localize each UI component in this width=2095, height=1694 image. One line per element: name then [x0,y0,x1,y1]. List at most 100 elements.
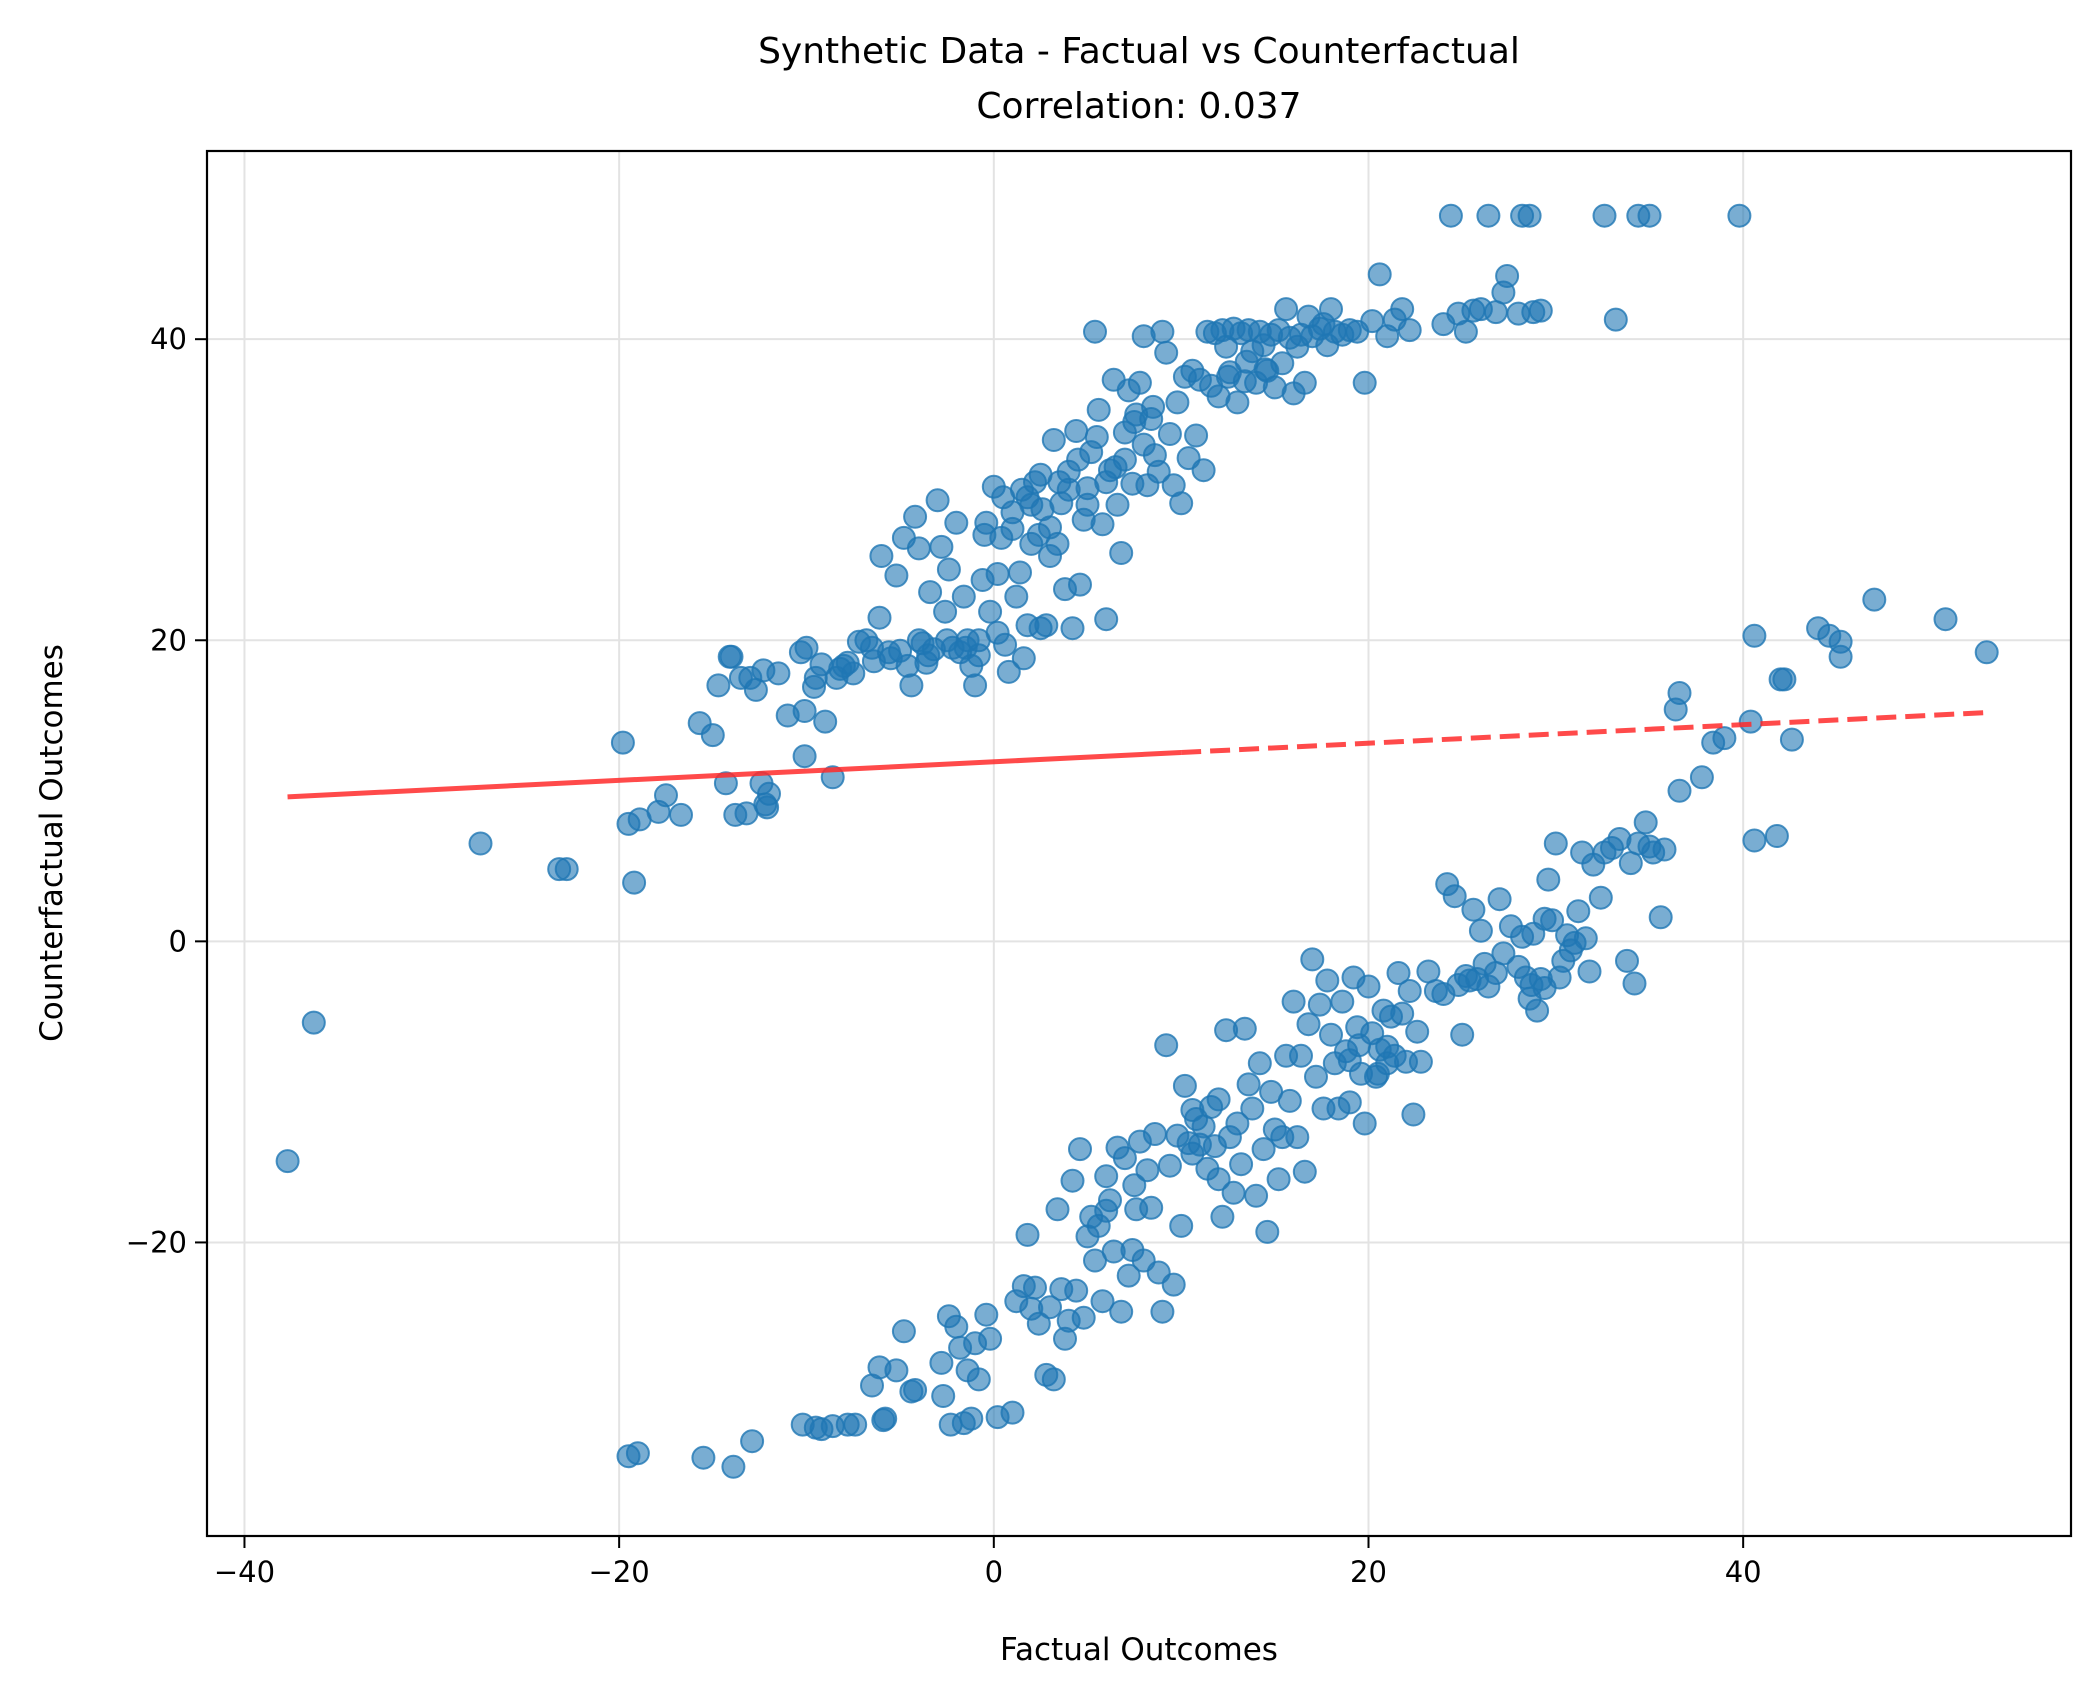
data-point [966,1367,991,1392]
data-point [1468,918,1493,943]
data-point [1457,968,1482,993]
data-point [1296,1012,1321,1037]
data-point [906,536,931,561]
data-point [719,644,744,669]
data-point [1240,1096,1265,1121]
data-point [1386,961,1411,985]
data-point [978,1326,1003,1351]
data-point [700,723,725,748]
data-point [1615,948,1639,973]
x-tick-label: −40 [214,1555,275,1589]
data-point [1491,941,1516,966]
data-point [1289,1043,1313,1068]
data-point [1592,203,1617,228]
x-tick-label: 40 [1725,1555,1762,1589]
data-point [1090,1289,1115,1314]
data-point [1390,1001,1415,1026]
data-point [1525,998,1550,1023]
y-tick-label: 20 [150,623,187,657]
data-point [275,1149,300,1174]
data-point [1933,607,1958,632]
data-point [835,650,860,675]
data-point [1154,1033,1179,1058]
data-point [929,1350,954,1375]
data-point [1667,681,1692,705]
data-point [1066,447,1091,472]
data-point [1540,908,1565,933]
data-point [1315,968,1340,993]
data-point [1772,667,1797,692]
data-point [1038,1295,1062,1320]
data-point [1083,319,1107,344]
data-point [1165,390,1190,415]
data-point [1742,623,1767,648]
data-point [1738,709,1763,734]
data-point [1075,492,1100,517]
data-point [1180,1098,1205,1122]
data-point [1146,459,1171,484]
data-point [1225,1111,1250,1136]
data-point [1266,1167,1291,1192]
data-point [757,781,781,806]
data-point [1251,1137,1276,1162]
data-point [951,584,976,609]
data-point [1281,989,1306,1014]
chart-title: Synthetic Data - Factual vs Counterfactu… [758,31,1520,72]
data-point [985,562,1010,586]
data-point [1221,1180,1246,1205]
x-tick-label: 20 [1350,1555,1387,1589]
data-point [1689,765,1714,790]
data-point [1633,810,1658,835]
data-point [1577,959,1602,984]
data-point [1390,297,1415,322]
data-point [1405,1019,1430,1044]
data-point [1056,477,1081,502]
data-point [985,620,1010,645]
data-point [1105,492,1130,517]
data-point [1622,971,1647,996]
data-point [1169,491,1194,516]
data-point [899,673,924,698]
data-point [978,599,1003,624]
data-point [1648,905,1673,930]
data-point [1727,203,1752,228]
data-point [1255,1219,1280,1244]
data-point [1157,422,1182,446]
trend-line [287,710,1987,800]
data-point [1004,584,1029,609]
data-point [1285,1125,1310,1150]
data-point [1064,1278,1089,1303]
data-point [1019,492,1044,517]
data-point [1086,397,1111,422]
x-axis-label: Factual Outcomes [1000,1632,1278,1668]
data-point [1122,1173,1147,1198]
data-point [1154,340,1179,365]
data-points [275,203,1999,1479]
data-point [1356,974,1381,999]
data-point [903,504,928,529]
data-point [1090,512,1115,537]
data-point [706,673,731,698]
data-point [1094,1198,1119,1223]
data-point [622,870,647,895]
data-point [1109,541,1134,565]
data-point [1112,447,1137,472]
data-point [1122,410,1147,434]
data-point [1292,370,1317,395]
data-point [1191,458,1216,483]
data-point [1041,428,1066,452]
data-point [803,1415,828,1440]
plot-frame [205,149,2073,1538]
x-tick-label: 0 [985,1555,1003,1589]
data-point [1637,203,1662,228]
data-point [1588,885,1613,910]
data-point [1618,851,1643,876]
data-point [1236,1072,1261,1097]
data-point [1094,607,1119,632]
data-point [1008,560,1032,585]
data-point [974,1302,999,1327]
data-point [925,488,950,513]
data-point [966,643,991,668]
data-point [1084,425,1109,449]
data-point [1367,262,1392,287]
